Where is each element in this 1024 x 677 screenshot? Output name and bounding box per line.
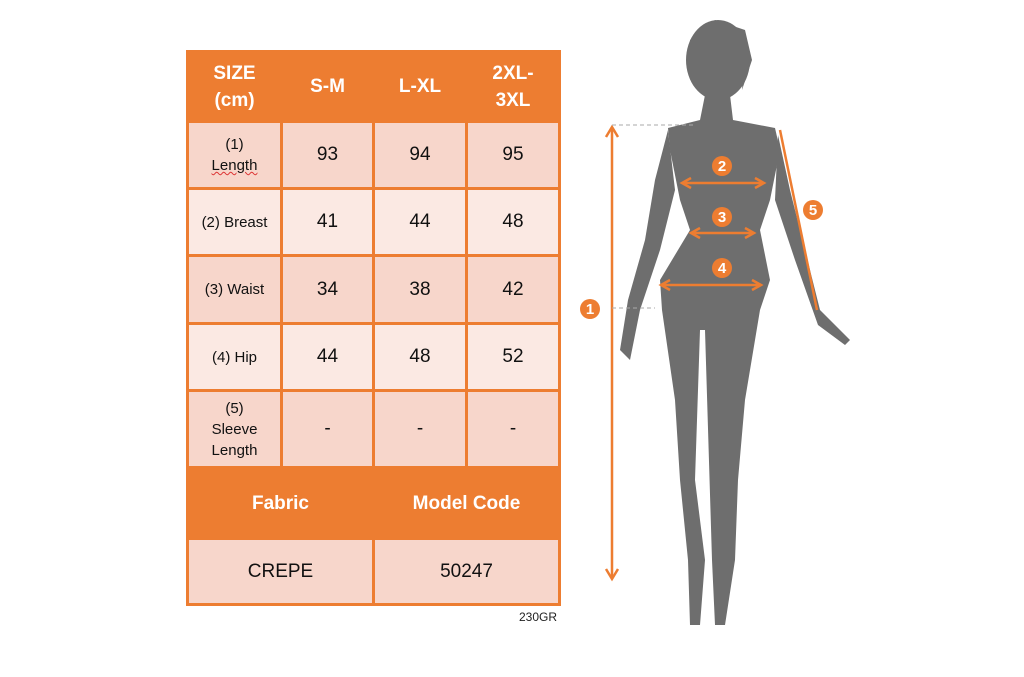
cell: - (372, 389, 468, 469)
cell: 38 (372, 254, 468, 325)
model-code-value: 50247 (372, 537, 561, 606)
table-row: (2) Breast 41 44 48 (186, 187, 561, 257)
header-size: SIZE (cm) (186, 50, 283, 123)
size-chart-table: SIZE (cm) S-M L-XL 2XL-3XL (1) Length 93 9… (186, 50, 561, 606)
fabric-label: Fabric (186, 466, 375, 540)
marker-5: 5 (809, 202, 817, 219)
silhouette (620, 20, 850, 625)
cell: 48 (372, 322, 468, 392)
measurement-arrows (604, 124, 819, 582)
cell: 41 (280, 187, 375, 257)
table-row: (4) Hip 44 48 52 (186, 322, 561, 392)
header-row: SIZE (cm) S-M L-XL 2XL-3XL (186, 50, 561, 123)
marker-1: 1 (586, 301, 594, 318)
marker-2: 2 (718, 158, 726, 175)
header-2xl-3xl-text: 2XL-3XL (492, 62, 534, 111)
cell: 44 (280, 322, 375, 392)
row-label: (2) Breast (186, 187, 283, 257)
row-label: (4) Hip (186, 322, 283, 392)
cell: 44 (372, 187, 468, 257)
marker-circles (580, 156, 823, 319)
row-label: (3) Waist (186, 254, 283, 325)
cell: 48 (465, 187, 561, 257)
fabric-header-row: Fabric Model Code (186, 466, 561, 540)
cell: 34 (280, 254, 375, 325)
header-2xl-3xl: 2XL-3XL (465, 50, 561, 123)
header-s-m: S-M (280, 50, 375, 123)
body-measurement-figure: 1 2 3 4 5 (580, 20, 850, 625)
table-row: (3) Waist 34 38 42 (186, 254, 561, 325)
table-row: (5) Sleeve Length - - - (186, 389, 561, 469)
cell: 95 (465, 120, 561, 190)
table-row: (1) Length 93 94 95 (186, 120, 561, 190)
cell: - (465, 389, 561, 469)
cell: 42 (465, 254, 561, 325)
row-label: (1) Length (186, 120, 283, 190)
cell: 94 (372, 120, 468, 190)
cell: - (280, 389, 375, 469)
cell: 52 (465, 322, 561, 392)
model-code-label: Model Code (372, 466, 561, 540)
fabric-value: CREPE (186, 537, 375, 606)
cell: 93 (280, 120, 375, 190)
fabric-value-row: CREPE 50247 (186, 537, 561, 606)
marker-3: 3 (718, 209, 726, 226)
header-l-xl: L-XL (372, 50, 468, 123)
weight-code: 230GR (519, 610, 558, 624)
row-label: (5) Sleeve Length (186, 389, 283, 469)
marker-4: 4 (718, 260, 727, 277)
